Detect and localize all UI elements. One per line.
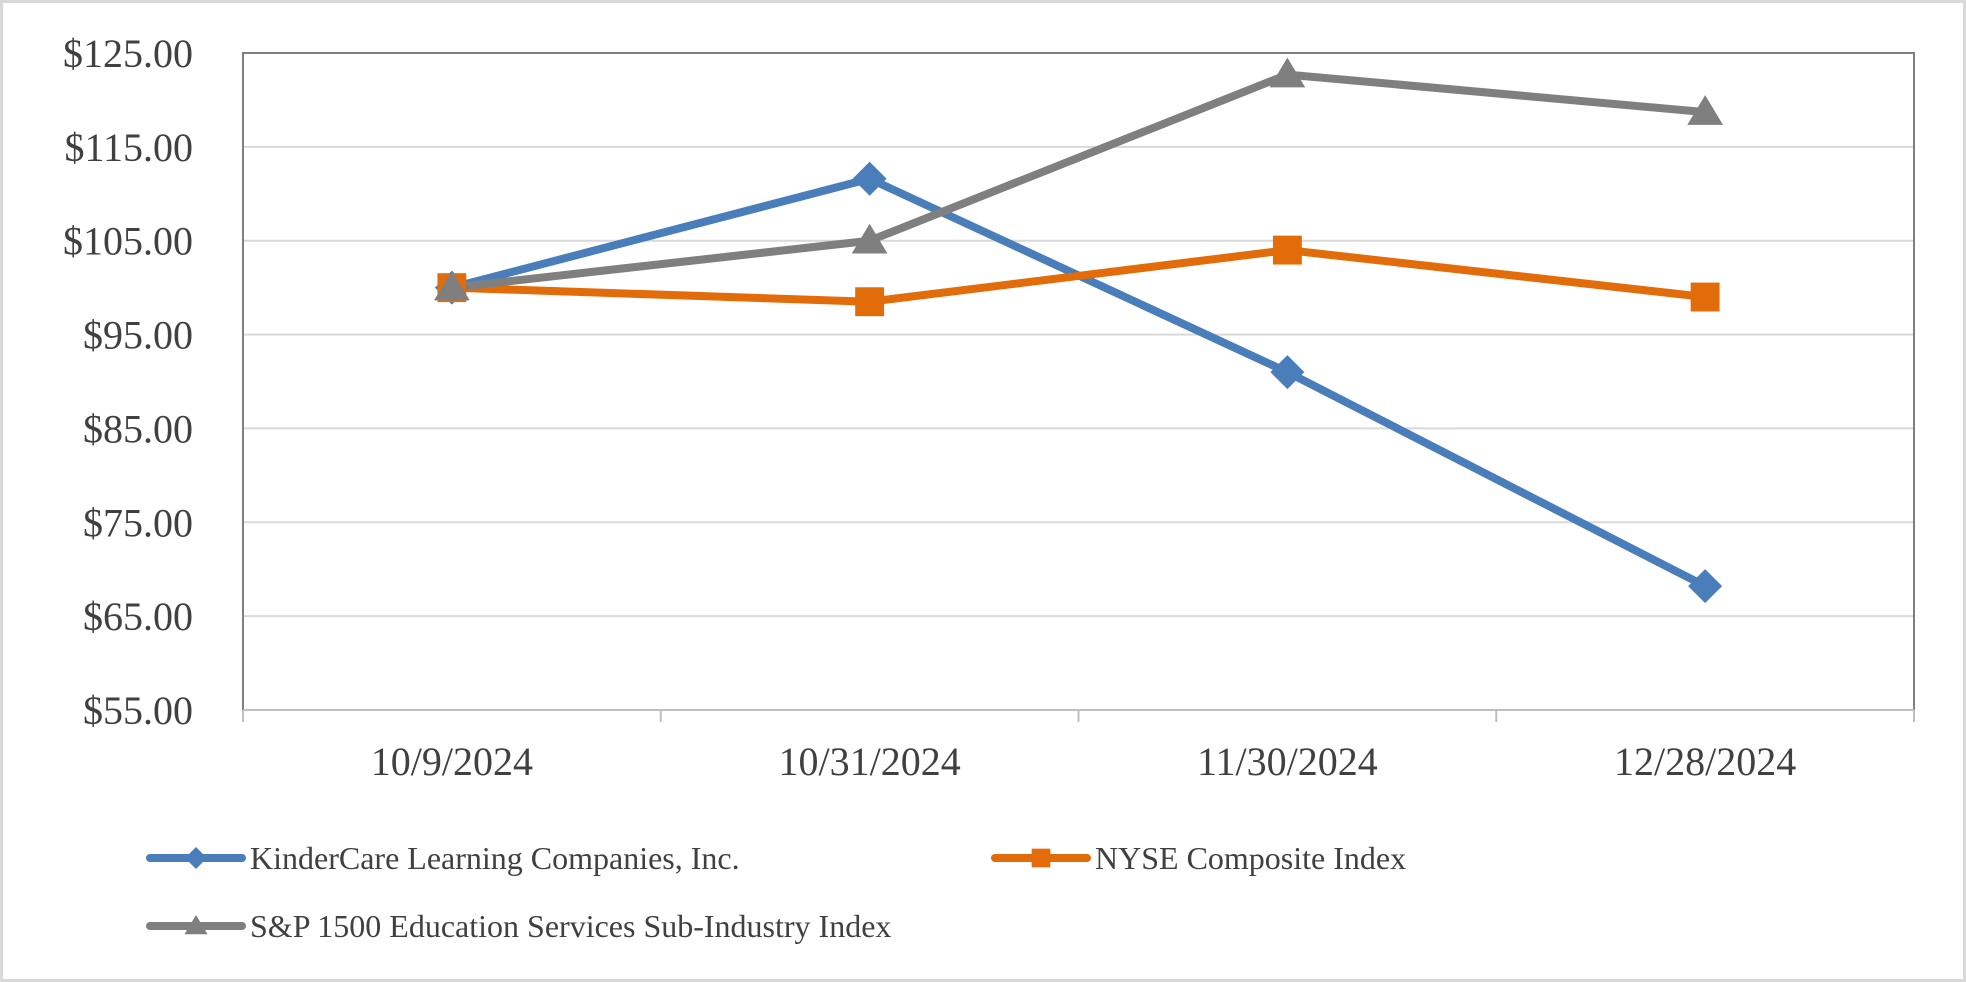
y-tick-label: $65.00 (83, 594, 193, 639)
legend-marker (184, 915, 208, 935)
plot-area-border (242, 52, 1915, 711)
gridlines (243, 52, 1914, 711)
y-tick-label: $125.00 (63, 31, 193, 76)
x-axis: 10/9/2024 10/31/2024 11/30/2024 12/28/2024 (242, 709, 1915, 784)
data-point-3 (851, 223, 888, 254)
legend-marker (1031, 848, 1051, 868)
legend-item-2: NYSE Composite Index (991, 840, 1406, 876)
legend-item-1: KinderCare Learning Companies, Inc. (146, 840, 740, 876)
series-line-2 (447, 246, 1710, 306)
x-tick-label: 11/30/2024 (1197, 739, 1378, 784)
series-line-3 (447, 70, 1710, 292)
data-point-1 (1688, 569, 1723, 604)
y-tick-label: $75.00 (83, 500, 193, 545)
legend-label: KinderCare Learning Companies, Inc. (250, 840, 740, 876)
data-point-1 (1270, 355, 1305, 390)
legend-label: NYSE Composite Index (1095, 840, 1406, 876)
y-tick-label: $95.00 (83, 313, 193, 358)
x-tick-label: 10/9/2024 (371, 739, 533, 784)
x-tick-label: 12/28/2024 (1614, 739, 1796, 784)
legend-label: S&P 1500 Education Services Sub-Industry… (250, 908, 891, 944)
y-tick-label: $105.00 (63, 219, 193, 264)
legend: KinderCare Learning Companies, Inc. NYSE … (146, 840, 1406, 944)
data-point-2 (1272, 235, 1302, 265)
series-markers (434, 57, 1723, 604)
legend-item-3: S&P 1500 Education Services Sub-Industry… (146, 908, 891, 944)
y-tick-label: $85.00 (83, 406, 193, 451)
data-point-3 (434, 270, 470, 301)
x-tick-label: 10/31/2024 (779, 739, 961, 784)
y-tick-label: $55.00 (83, 688, 193, 733)
series-lines (447, 70, 1710, 591)
data-point-2 (1690, 282, 1720, 312)
data-point-1 (852, 161, 887, 196)
data-point-3 (1687, 95, 1723, 125)
data-point-2 (855, 287, 885, 317)
legend-marker (185, 847, 207, 869)
y-axis: $55.00 $65.00 $75.00 $85.00 $95.00 $105.00 $11… (63, 31, 193, 733)
data-point-3 (1269, 57, 1306, 88)
y-tick-label: $115.00 (64, 125, 193, 170)
